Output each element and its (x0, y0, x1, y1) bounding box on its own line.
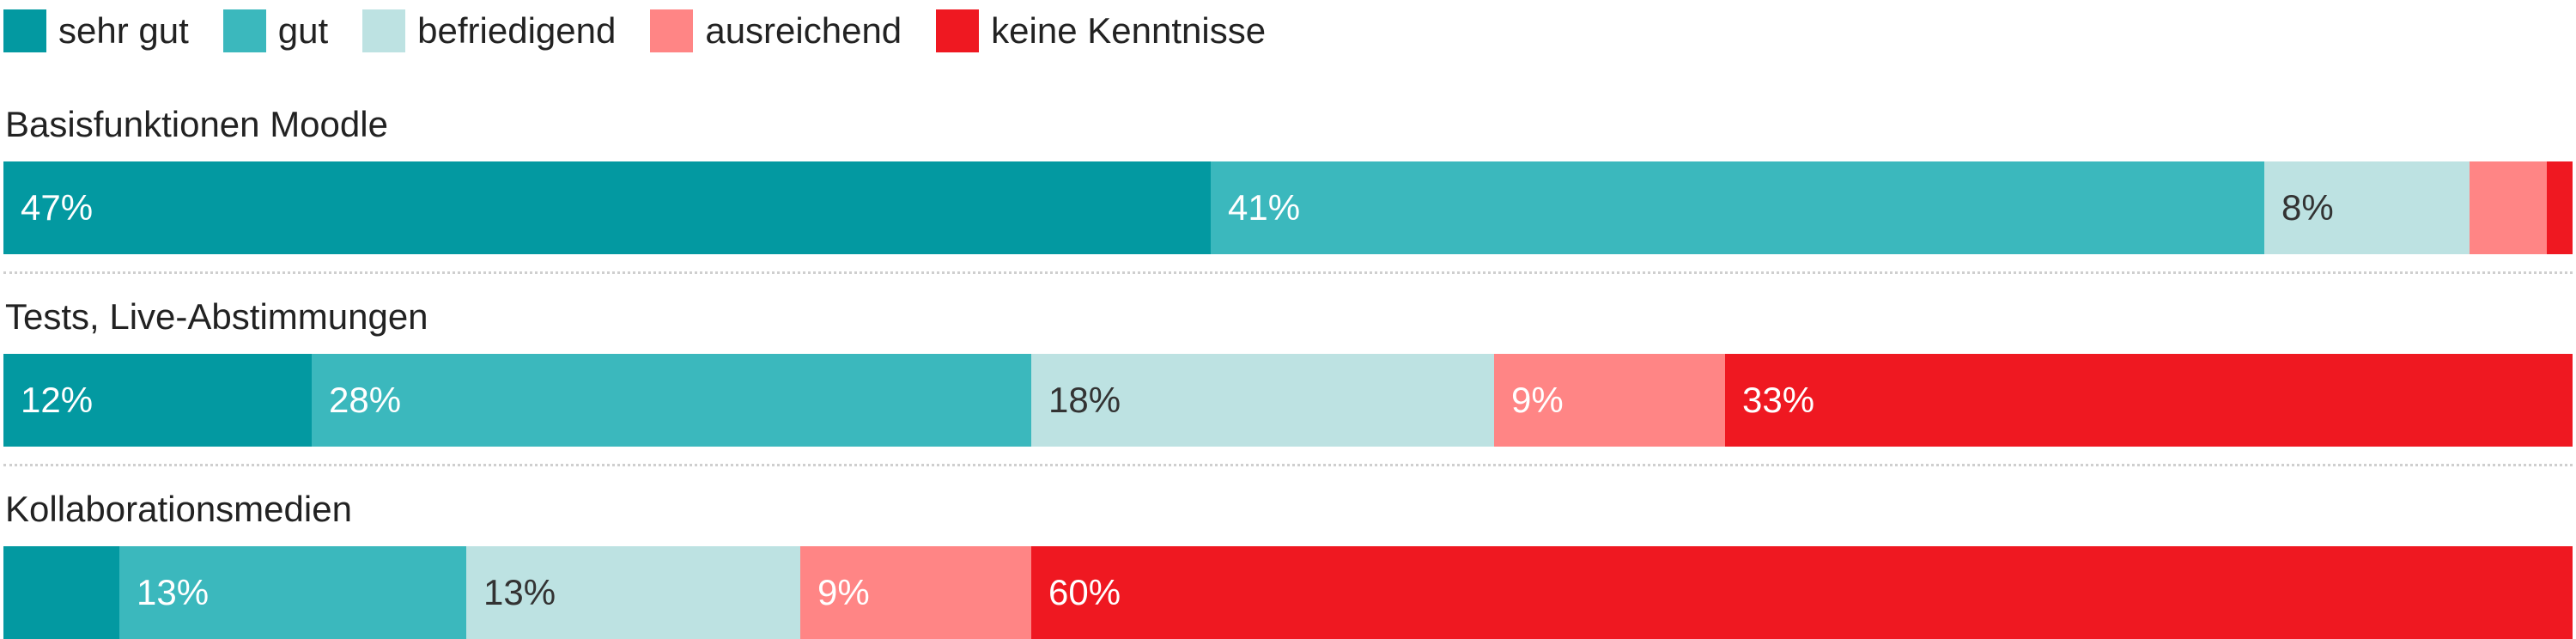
bar-segment: 41% (1211, 161, 2264, 254)
legend-label: ausreichend (705, 10, 902, 51)
bar-segment: 60% (1031, 546, 2573, 639)
bar-segment: 9% (800, 546, 1031, 639)
data-label: 41% (1228, 187, 1301, 228)
category-label: Basisfunktionen Moodle (5, 104, 388, 144)
legend-label: gut (277, 10, 329, 51)
bar-segment: 8% (2264, 161, 2470, 254)
legend-item: ausreichend (650, 5, 902, 57)
data-label: 33% (1742, 380, 1815, 420)
row-separator (3, 271, 2573, 274)
bar-segment: 13% (119, 546, 466, 639)
legend-swatch (362, 9, 406, 52)
legend-item: sehr gut (3, 5, 189, 57)
bar-segment: 9% (1494, 354, 1725, 447)
stacked-bar: 47% 41% 8% (3, 161, 2573, 254)
legend-swatch (3, 9, 46, 52)
category-label: Tests, Live-Abstimmungen (5, 296, 428, 337)
bar-segment: 33% (1725, 354, 2573, 447)
legend-item: keine Kenntnisse (936, 5, 1266, 57)
data-label: 12% (21, 380, 94, 420)
legend-label: sehr gut (58, 10, 189, 51)
bar-segment (2470, 161, 2547, 254)
bar-segment: 18% (1031, 354, 1494, 447)
data-label: 18% (1048, 380, 1121, 420)
legend-swatch (936, 9, 980, 52)
bar-segment (2547, 161, 2573, 254)
data-label: 8% (2281, 187, 2334, 228)
legend-item: gut (222, 5, 329, 57)
bar-segment: 12% (3, 354, 312, 447)
data-label: 13% (483, 572, 556, 612)
data-label: 9% (1511, 380, 1564, 420)
stacked-bar: 12% 28% 18% 9% 33% (3, 354, 2573, 447)
legend-label: keine Kenntnisse (991, 10, 1267, 51)
legend-label: befriedigend (417, 10, 617, 51)
legend-swatch (222, 9, 266, 52)
data-label: 9% (817, 572, 870, 612)
bar-segment (3, 546, 119, 639)
bar-segment: 13% (466, 546, 800, 639)
stacked-bar: 13% 13% 9% 60% (3, 546, 2573, 639)
legend-item: befriedigend (362, 5, 616, 57)
legend-swatch (650, 9, 694, 52)
category-label: Kollaborationsmedien (5, 489, 352, 529)
data-label: 60% (1048, 572, 1121, 612)
row-separator (3, 464, 2573, 466)
data-label: 13% (137, 572, 210, 612)
bar-segment: 28% (312, 354, 1031, 447)
legend: sehr gut gut befriedigend ausreichend keine … (3, 5, 1300, 57)
data-label: 28% (329, 380, 402, 420)
data-label: 47% (21, 187, 94, 228)
bar-segment: 47% (3, 161, 1211, 254)
